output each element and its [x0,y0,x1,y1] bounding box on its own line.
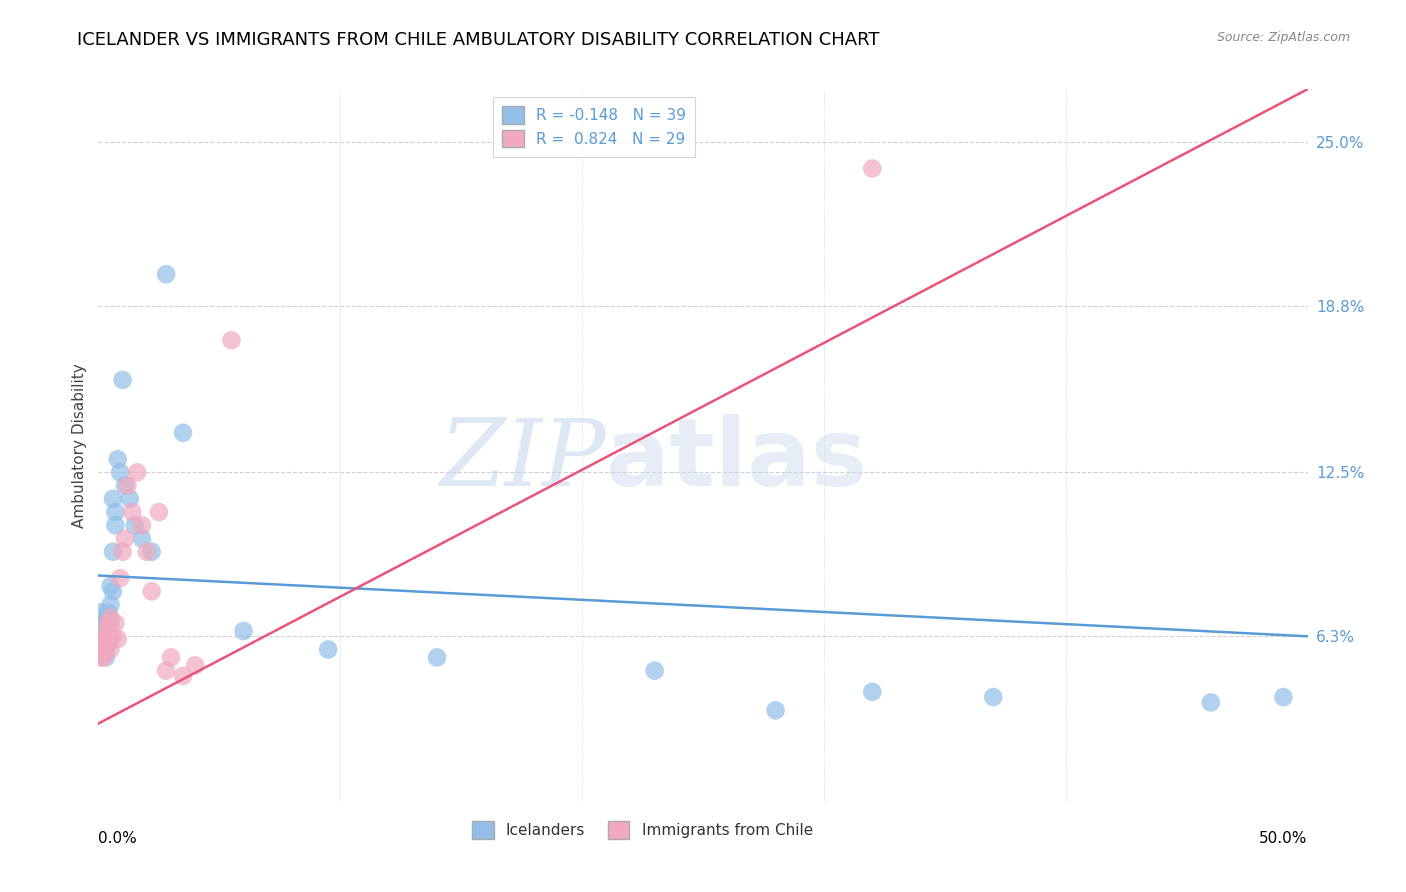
Point [155,664,177,678]
Y-axis label: Ambulatory Disability: Ambulatory Disability [72,364,87,528]
Point [97,632,120,646]
Point [172,669,194,683]
Point [100,579,122,593]
Point [90,650,112,665]
Point [107,632,129,646]
Point [108,571,131,585]
Point [104,616,127,631]
Point [90,642,112,657]
Point [124,518,146,533]
Point [131,518,153,533]
Point [114,532,136,546]
Legend: Icelanders, Immigrants from Chile: Icelanders, Immigrants from Chile [465,815,820,845]
Point [1272,690,1295,704]
Point [184,658,207,673]
Text: atlas: atlas [606,414,868,507]
Point [121,505,143,519]
Point [100,611,122,625]
Point [860,161,883,176]
Point [91,642,114,657]
Point [91,632,114,646]
Point [101,491,124,506]
Point [104,505,127,519]
Point [765,703,787,717]
Point [117,478,139,492]
Point [172,425,194,440]
Point [94,645,117,659]
Point [155,267,177,281]
Point [100,616,122,631]
Point [114,478,136,492]
Point [141,584,163,599]
Point [107,452,129,467]
Point [104,518,127,533]
Text: ICELANDER VS IMMIGRANTS FROM CHILE AMBULATORY DISABILITY CORRELATION CHART: ICELANDER VS IMMIGRANTS FROM CHILE AMBUL… [77,31,880,49]
Point [91,637,114,651]
Point [101,584,124,599]
Point [111,545,134,559]
Point [100,598,122,612]
Text: Source: ZipAtlas.com: Source: ZipAtlas.com [1216,31,1350,45]
Point [111,373,134,387]
Point [94,624,117,638]
Point [97,616,120,631]
Point [221,333,243,347]
Point [94,616,117,631]
Point [108,466,131,480]
Point [91,650,114,665]
Point [100,642,122,657]
Point [148,505,170,519]
Point [232,624,254,638]
Point [316,642,339,657]
Point [94,629,117,643]
Point [426,650,449,665]
Point [860,685,883,699]
Text: 50.0%: 50.0% [1260,831,1308,847]
Point [94,650,117,665]
Point [97,637,120,651]
Point [981,690,1004,704]
Point [97,606,120,620]
Point [101,629,124,643]
Point [91,616,114,631]
Point [90,606,112,620]
Text: ZIP: ZIP [440,416,606,505]
Point [1199,695,1222,709]
Point [100,632,122,646]
Point [90,624,112,638]
Point [131,532,153,546]
Point [644,664,666,678]
Point [160,650,183,665]
Text: 0.0%: 0.0% [98,831,138,847]
Point [118,491,141,506]
Point [141,545,163,559]
Point [101,545,124,559]
Point [135,545,157,559]
Point [127,466,149,480]
Point [94,642,117,657]
